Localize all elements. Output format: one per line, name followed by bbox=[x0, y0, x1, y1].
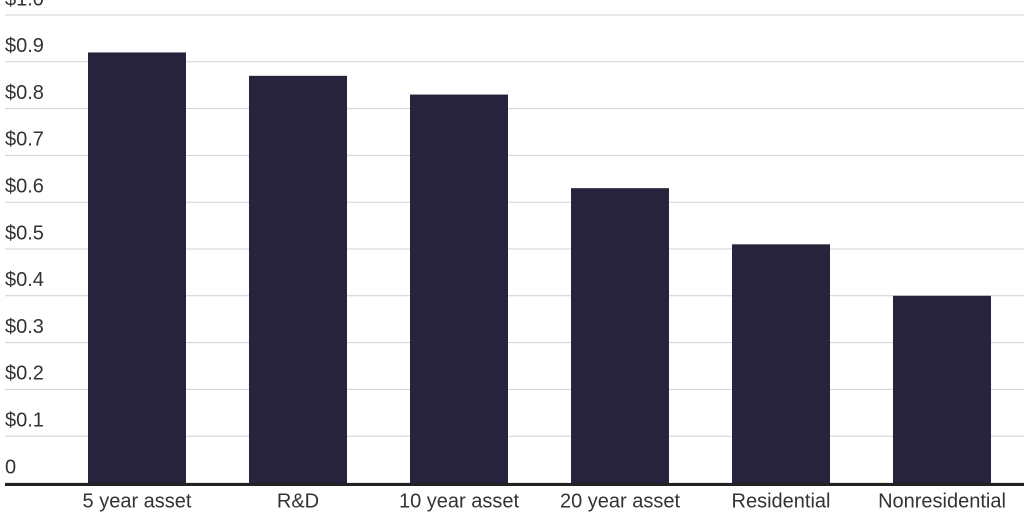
bar bbox=[732, 244, 830, 483]
y-tick-label: $0.3 bbox=[5, 316, 44, 338]
x-tick-label: Nonresidential bbox=[878, 490, 1006, 512]
x-tick-label: 5 year asset bbox=[83, 490, 192, 512]
y-tick-label: $0.9 bbox=[5, 35, 44, 57]
y-tick-label: 0 bbox=[5, 456, 16, 478]
y-tick-label: $0.4 bbox=[5, 269, 44, 291]
bar bbox=[410, 94, 508, 483]
bar bbox=[893, 295, 991, 483]
x-tick-label: Residential bbox=[732, 490, 831, 512]
bar bbox=[88, 52, 186, 483]
y-tick-label: $0.7 bbox=[5, 129, 44, 151]
y-tick-label: $0.8 bbox=[5, 82, 44, 104]
y-tick-label: $0.6 bbox=[5, 175, 44, 197]
x-tick-label: 20 year asset bbox=[560, 490, 681, 512]
y-tick-label: $1.0 bbox=[5, 0, 44, 10]
y-tick-label: $0.5 bbox=[5, 222, 44, 244]
bar bbox=[571, 188, 669, 483]
x-tick-label: 10 year asset bbox=[399, 490, 520, 512]
y-tick-label: $0.1 bbox=[5, 409, 44, 431]
bar bbox=[249, 75, 347, 483]
x-tick-label: R&D bbox=[277, 490, 319, 512]
y-tick-label: $0.2 bbox=[5, 363, 44, 385]
